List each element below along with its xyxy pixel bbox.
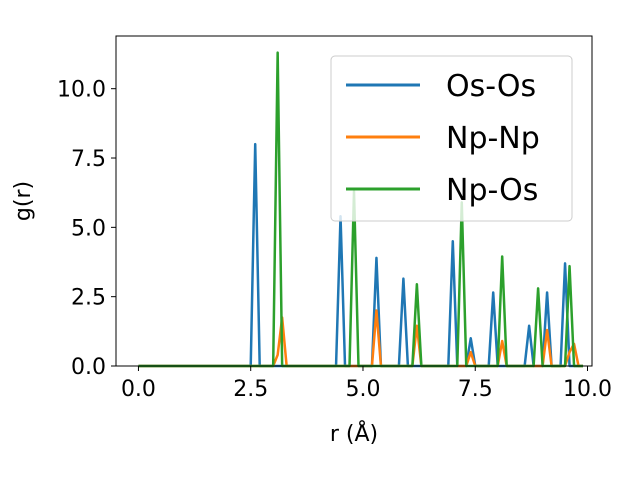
x-axis: 0.0 2.5 5.0 7.5 10.0 (121, 366, 612, 402)
legend-frame (330, 55, 573, 222)
y-tick-label: 2.5 (71, 286, 106, 311)
y-tick-label: 5.0 (71, 216, 106, 241)
x-tick-label: 0.0 (121, 377, 156, 402)
x-tick-label: 2.5 (233, 377, 268, 402)
x-tick-label: 5.0 (345, 377, 380, 402)
y-tick-label: 0.0 (71, 355, 106, 380)
legend-label-os-os: Os-Os (446, 69, 536, 104)
y-tick-label: 7.5 (71, 147, 106, 172)
legend-label-np-np: Np-Np (446, 121, 540, 156)
y-axis-label: g(r) (11, 181, 36, 221)
y-axis: 0.0 2.5 5.0 7.5 10.0 (57, 78, 116, 380)
legend: Os-Os Np-Np Np-Os (330, 55, 573, 222)
x-tick-label: 10.0 (563, 377, 612, 402)
legend-label-np-os: Np-Os (446, 173, 538, 208)
x-axis-label: r (Å) (330, 420, 378, 447)
y-tick-label: 10.0 (57, 78, 106, 103)
axes-frame (115, 35, 593, 367)
x-tick-label: 7.5 (458, 377, 493, 402)
